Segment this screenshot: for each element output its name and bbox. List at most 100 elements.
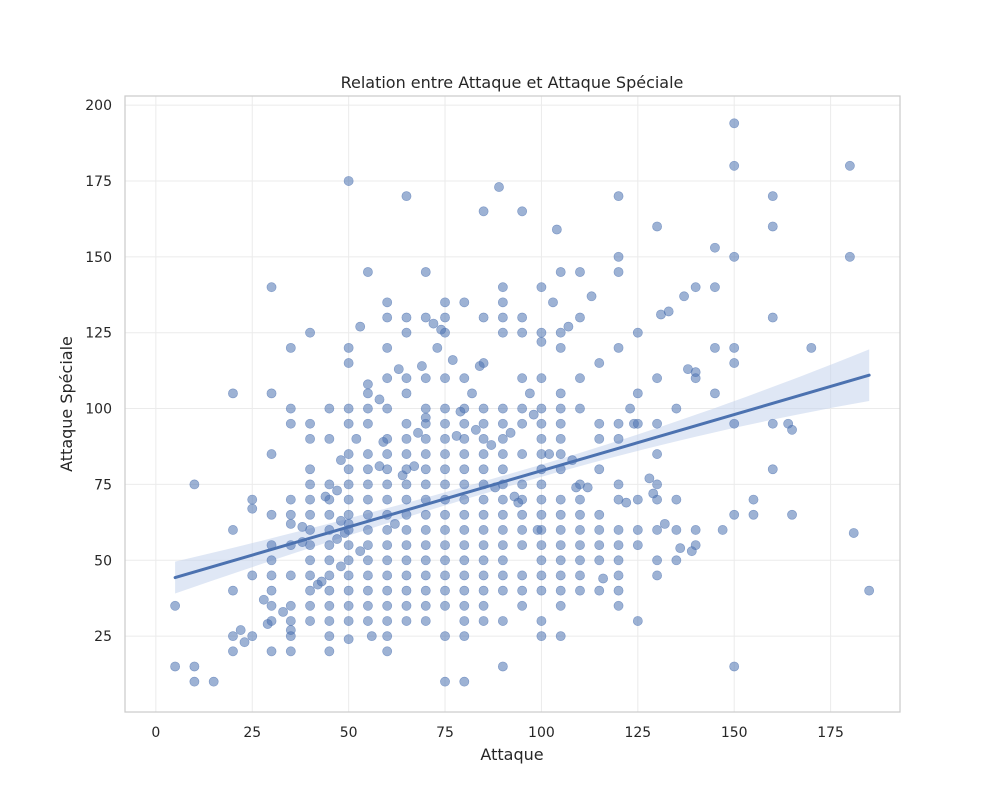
- data-point: [366, 631, 377, 642]
- data-point: [497, 282, 508, 293]
- data-point: [613, 342, 624, 353]
- data-point: [363, 525, 373, 535]
- data-point: [517, 600, 528, 611]
- data-point: [586, 291, 597, 302]
- data-point: [266, 585, 277, 596]
- data-point: [536, 585, 547, 596]
- data-point: [420, 464, 431, 475]
- data-point: [440, 373, 450, 384]
- data-point: [497, 312, 508, 323]
- data-point: [332, 534, 342, 544]
- data-point: [440, 676, 450, 687]
- data-point: [459, 479, 470, 490]
- data-point: [305, 570, 315, 581]
- data-point: [363, 570, 373, 581]
- data-point: [459, 403, 470, 414]
- data-point: [401, 388, 412, 399]
- data-point: [575, 555, 585, 566]
- data-point: [420, 433, 431, 444]
- data-point: [382, 403, 393, 414]
- data-point: [324, 433, 335, 444]
- data-point: [517, 570, 528, 581]
- data-point: [555, 600, 566, 611]
- data-point: [285, 631, 296, 642]
- data-point: [767, 191, 778, 202]
- data-point: [189, 661, 200, 672]
- data-point: [555, 418, 566, 429]
- data-point: [305, 555, 315, 566]
- data-point: [632, 327, 643, 338]
- data-point: [632, 616, 643, 626]
- data-point: [440, 297, 450, 308]
- data-point: [478, 494, 489, 505]
- data-point: [555, 555, 566, 566]
- data-point: [235, 625, 246, 635]
- data-point: [555, 449, 566, 459]
- data-point: [266, 449, 277, 459]
- data-point: [613, 251, 624, 262]
- data-point: [459, 676, 470, 687]
- x-tick-label: 175: [817, 725, 844, 741]
- x-tick-label: 150: [721, 725, 748, 741]
- regression-line: [173, 373, 871, 580]
- data-point: [343, 464, 354, 475]
- data-point: [555, 494, 566, 505]
- data-point: [767, 312, 778, 323]
- data-point: [555, 267, 566, 277]
- data-point: [247, 631, 258, 642]
- data-point: [748, 494, 759, 505]
- data-point: [459, 555, 470, 566]
- data-point: [459, 540, 470, 550]
- data-point: [420, 312, 431, 323]
- data-point: [332, 485, 342, 496]
- data-point: [787, 509, 797, 520]
- data-point: [343, 494, 354, 505]
- data-point: [710, 388, 720, 399]
- data-point: [632, 494, 643, 505]
- data-point: [440, 449, 450, 459]
- data-point: [497, 509, 508, 520]
- data-point: [710, 282, 720, 293]
- data-point: [478, 403, 489, 414]
- data-point: [582, 482, 593, 493]
- data-point: [497, 403, 508, 414]
- data-point: [652, 525, 662, 535]
- data-point: [374, 394, 385, 405]
- data-point: [363, 403, 373, 414]
- data-point: [432, 342, 443, 353]
- y-tick-label: 100: [85, 402, 112, 418]
- data-point: [536, 616, 547, 626]
- data-point: [440, 312, 450, 323]
- data-point: [305, 479, 315, 490]
- data-point: [285, 616, 296, 626]
- points-layer: [170, 118, 875, 687]
- data-point: [401, 479, 412, 490]
- data-point: [363, 379, 373, 390]
- data-point: [382, 600, 393, 611]
- data-point: [285, 342, 296, 353]
- data-point: [440, 509, 450, 520]
- data-point: [266, 388, 277, 399]
- data-point: [420, 479, 431, 490]
- data-point: [478, 464, 489, 475]
- data-point: [324, 631, 335, 642]
- data-point: [536, 373, 547, 384]
- data-point: [613, 191, 624, 202]
- data-point: [285, 600, 296, 611]
- data-point: [459, 418, 470, 429]
- data-point: [420, 509, 431, 520]
- plot-frame: [124, 95, 901, 713]
- data-point: [343, 600, 354, 611]
- x-tick-labels: 0 25 50 75 100 125 150 175: [151, 725, 844, 741]
- data-point: [659, 518, 670, 529]
- regression-line-layer: [173, 373, 871, 580]
- data-point: [690, 282, 701, 293]
- data-point: [440, 555, 450, 566]
- data-point: [266, 555, 277, 566]
- data-point: [536, 555, 547, 566]
- data-point: [363, 555, 373, 566]
- data-point: [382, 342, 393, 353]
- data-point: [497, 433, 508, 444]
- data-point: [228, 585, 238, 596]
- data-point: [575, 373, 585, 384]
